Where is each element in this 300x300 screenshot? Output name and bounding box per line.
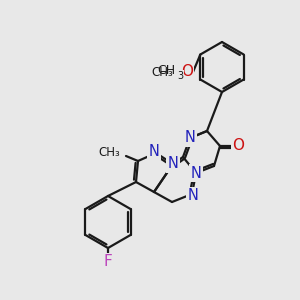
- Text: CH₃: CH₃: [98, 146, 120, 160]
- Text: N: N: [148, 143, 159, 158]
- Text: N: N: [184, 130, 195, 146]
- Text: CH: CH: [157, 64, 175, 77]
- Text: N: N: [168, 157, 178, 172]
- Text: N: N: [190, 166, 201, 181]
- Text: 3: 3: [177, 71, 183, 81]
- Text: O: O: [181, 64, 193, 80]
- Text: N: N: [188, 188, 198, 203]
- Text: CH₃: CH₃: [151, 65, 173, 79]
- Text: O: O: [232, 139, 244, 154]
- Text: F: F: [103, 254, 112, 269]
